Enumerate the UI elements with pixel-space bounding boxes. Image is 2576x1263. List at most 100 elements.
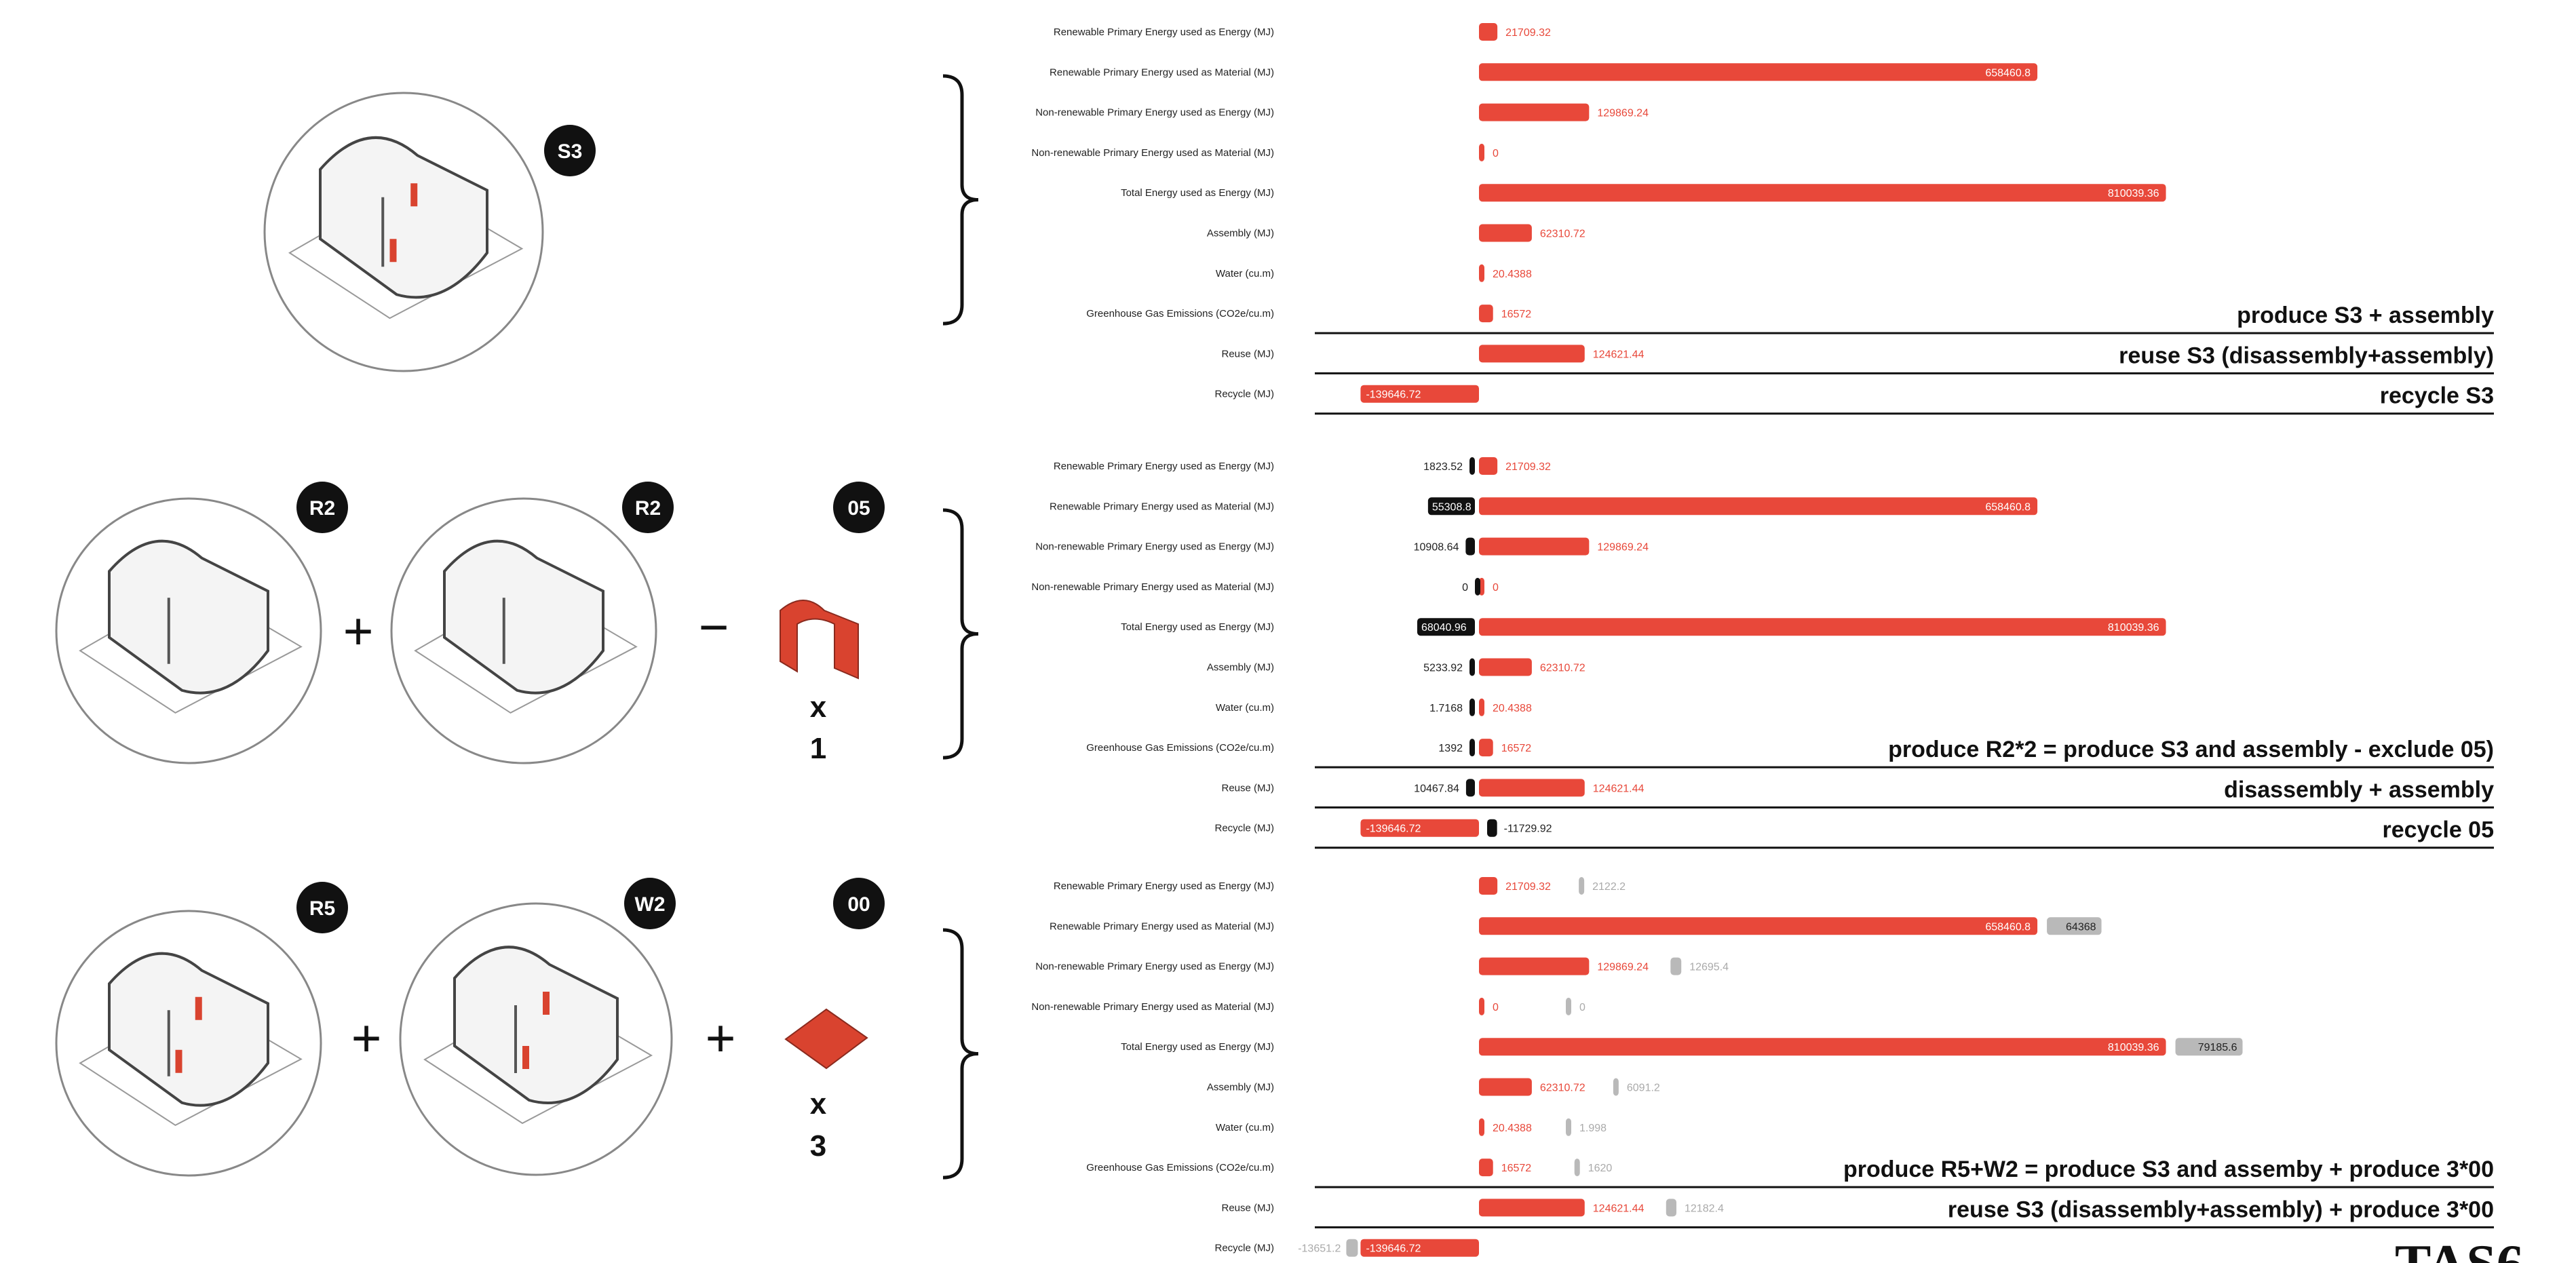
multiplier-count: 1 <box>810 732 826 765</box>
module-walls <box>108 952 269 1107</box>
multiplier-count: 3 <box>810 1129 826 1163</box>
produce-bar <box>1479 184 2166 202</box>
extra-bar <box>1670 957 1682 975</box>
metric-label: Greenhouse Gas Emissions (CO2e/cu.m) <box>1086 1162 1274 1173</box>
metric-label: Reuse (MJ) <box>1221 782 1274 794</box>
annotation-note: produce R2*2 = produce S3 and assembly -… <box>1888 737 2494 762</box>
value-label: 810039.36 <box>2108 1042 2159 1053</box>
value-label: 0 <box>1493 1002 1499 1013</box>
metric-label: Renewable Primary Energy used as Materia… <box>1050 501 1274 512</box>
value-label: 810039.36 <box>2108 188 2159 199</box>
alt-label: 10908.64 <box>1414 542 1459 553</box>
metric-label: Renewable Primary Energy used as Materia… <box>1050 920 1274 932</box>
metric-label: Total Energy used as Energy (MJ) <box>1121 187 1274 199</box>
plus-operator: + <box>343 602 374 662</box>
metric-label: Assembly (MJ) <box>1207 1082 1274 1093</box>
extra-bar <box>1666 1199 1677 1217</box>
extra-bar <box>1613 1078 1619 1096</box>
extra-bar <box>2047 917 2102 935</box>
produce-bar <box>1479 1199 1585 1217</box>
metric-label: Reuse (MJ) <box>1221 1202 1274 1213</box>
r2-module-drawing <box>390 497 657 764</box>
extra-label: 12695.4 <box>1689 962 1729 973</box>
value-label: -139646.72 <box>1366 823 1421 835</box>
red-marker <box>543 992 550 1015</box>
module-badge <box>544 125 596 176</box>
extra-label: 6091.2 <box>1627 1083 1660 1094</box>
produce-bar <box>1479 779 1585 797</box>
metric-label: Non-renewable Primary Energy used as Ene… <box>1035 107 1274 119</box>
multiplier-x: x <box>810 1087 827 1121</box>
extra-bar <box>1574 1159 1580 1177</box>
value-label: 658460.8 <box>1985 921 2031 933</box>
value-label: 124621.44 <box>1593 349 1645 360</box>
produce-bar <box>1479 103 1590 121</box>
produce-bar <box>1479 63 2038 81</box>
alt-label: 10467.84 <box>1414 783 1459 794</box>
value-label: 62310.72 <box>1540 229 1585 240</box>
produce-bar <box>1360 1239 1479 1257</box>
produce-bar <box>1479 23 1498 41</box>
plus-operator: + <box>705 1009 736 1069</box>
multiplier-x: x <box>810 691 827 724</box>
module-badge <box>624 878 676 929</box>
metric-label: Renewable Primary Energy used as Energy … <box>1054 461 1274 472</box>
module-badge <box>622 482 674 533</box>
value-label: 20.4388 <box>1493 1123 1532 1134</box>
produce-bar <box>1479 224 1532 242</box>
extra-label: -13651.2 <box>1298 1243 1341 1255</box>
w2-module-drawing <box>399 902 673 1176</box>
annotation-note: produce S3 + assembly <box>2237 303 2494 328</box>
metric-label: Non-renewable Primary Energy used as Mat… <box>1031 147 1274 159</box>
annotation-note: reuse S3 (disassembly+assembly) + produc… <box>1948 1197 2494 1222</box>
produce-bar <box>1479 1038 2166 1056</box>
value-label: 658460.8 <box>1985 501 2031 513</box>
value-label: -139646.72 <box>1366 389 1421 401</box>
red-marker <box>175 1049 182 1073</box>
metric-label: Water (cu.m) <box>1216 268 1274 279</box>
metric-label: Water (cu.m) <box>1216 702 1274 714</box>
extra-bar <box>1579 877 1585 895</box>
plus-operator: + <box>351 1009 382 1069</box>
value-label: 129869.24 <box>1597 108 1649 119</box>
annotation-note: recycle S3 <box>2380 383 2494 409</box>
brace-icon <box>942 928 979 1180</box>
alt-bar <box>1487 819 1497 837</box>
alt-bar <box>1469 658 1475 676</box>
value-label: -139646.72 <box>1366 1243 1421 1255</box>
extra-label: 64368 <box>2066 921 2096 933</box>
value-label: 21709.32 <box>1505 461 1551 473</box>
metric-label: Assembly (MJ) <box>1207 662 1274 674</box>
value-label: 21709.32 <box>1505 881 1551 893</box>
metric-label: Renewable Primary Energy used as Materia… <box>1050 66 1274 78</box>
module-badge-label: W2 <box>635 893 666 916</box>
o5-wall-piece <box>780 600 859 680</box>
chart-panel-2: Renewable Primary Energy used as Energy … <box>942 877 2494 1257</box>
metric-label: Recycle (MJ) <box>1214 823 1274 834</box>
produce-bar <box>1479 917 2038 935</box>
alt-bar <box>1417 618 1475 636</box>
produce-bar <box>1479 658 1532 676</box>
produce-bar <box>1479 537 1590 556</box>
module-walls <box>108 539 269 695</box>
alt-label: 1392 <box>1438 743 1463 754</box>
alt-bar <box>1465 779 1475 797</box>
module-badge-label: 05 <box>847 497 870 520</box>
module-walls <box>319 136 488 299</box>
module-badge-label: S3 <box>558 140 583 163</box>
module-badge <box>296 482 348 533</box>
extra-label: 2122.2 <box>1592 881 1626 893</box>
value-label: 658460.8 <box>1985 67 2031 79</box>
module-badge-label: R5 <box>309 897 335 920</box>
alt-bar <box>1427 497 1475 516</box>
module-badge-label: 00 <box>847 893 870 916</box>
metric-label: Recycle (MJ) <box>1214 389 1274 400</box>
alt-bar <box>1465 537 1475 556</box>
alt-label: 55308.8 <box>1432 501 1472 513</box>
r5-module-drawing <box>55 910 322 1177</box>
metric-label: Non-renewable Primary Energy used as Mat… <box>1031 581 1274 593</box>
metric-label: Renewable Primary Energy used as Energy … <box>1054 880 1274 892</box>
produce-bar <box>1479 997 1484 1015</box>
metric-label: Total Energy used as Energy (MJ) <box>1121 1041 1274 1053</box>
